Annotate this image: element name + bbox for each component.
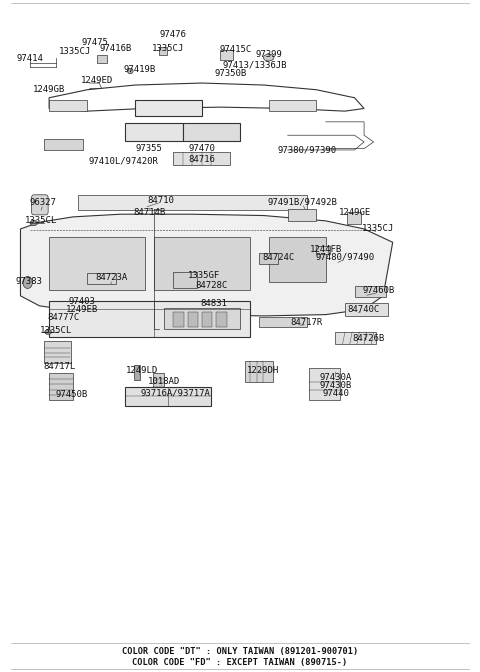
Text: 97414: 97414 bbox=[17, 54, 44, 62]
Bar bbox=[153, 374, 164, 390]
Bar bbox=[173, 271, 197, 288]
Text: 97450B: 97450B bbox=[56, 390, 88, 399]
Text: 1249EB: 1249EB bbox=[65, 304, 98, 314]
Text: 84726B: 84726B bbox=[353, 334, 385, 343]
Text: 97350B: 97350B bbox=[215, 69, 247, 78]
Text: 97430B: 97430B bbox=[319, 381, 351, 390]
Text: 84777C: 84777C bbox=[48, 312, 80, 322]
Bar bbox=[259, 253, 278, 263]
Bar bbox=[347, 212, 361, 224]
Bar bbox=[202, 312, 212, 327]
Text: 97460B: 97460B bbox=[362, 286, 395, 295]
Text: 1249LD: 1249LD bbox=[126, 366, 158, 375]
Polygon shape bbox=[49, 301, 250, 337]
Text: 93716A/93717A: 93716A/93717A bbox=[141, 388, 211, 397]
Text: 1335CL: 1335CL bbox=[40, 326, 72, 335]
Ellipse shape bbox=[127, 69, 133, 74]
Text: 1244FB: 1244FB bbox=[310, 245, 342, 253]
Text: 1249GE: 1249GE bbox=[338, 208, 371, 216]
Bar bbox=[78, 196, 307, 210]
Text: 96327: 96327 bbox=[29, 198, 56, 207]
Bar bbox=[173, 312, 184, 327]
Polygon shape bbox=[21, 214, 393, 316]
Text: 97440: 97440 bbox=[322, 389, 349, 398]
Bar bbox=[220, 50, 233, 60]
Text: 1249ED: 1249ED bbox=[81, 76, 113, 85]
Bar bbox=[159, 47, 168, 55]
Text: 84740C: 84740C bbox=[347, 304, 379, 314]
Text: 84831: 84831 bbox=[200, 300, 227, 308]
Text: 97403: 97403 bbox=[68, 297, 95, 306]
Text: 97430A: 97430A bbox=[319, 373, 351, 382]
Text: 97355: 97355 bbox=[136, 144, 163, 153]
Bar bbox=[288, 209, 316, 221]
Polygon shape bbox=[49, 100, 87, 111]
Text: 97419B: 97419B bbox=[124, 65, 156, 74]
Ellipse shape bbox=[30, 220, 37, 226]
Text: 97416B: 97416B bbox=[100, 44, 132, 52]
Bar bbox=[44, 139, 83, 150]
Text: 84723A: 84723A bbox=[95, 273, 127, 282]
Text: 1018AD: 1018AD bbox=[147, 377, 180, 386]
Bar bbox=[216, 312, 227, 327]
Bar bbox=[49, 373, 73, 400]
Text: 1335GF: 1335GF bbox=[188, 271, 220, 280]
Bar bbox=[309, 368, 340, 401]
Polygon shape bbox=[125, 123, 183, 140]
Text: 84717L: 84717L bbox=[44, 362, 76, 372]
Text: 84728C: 84728C bbox=[195, 282, 228, 290]
Text: 97476: 97476 bbox=[160, 30, 187, 40]
Bar bbox=[44, 341, 71, 363]
Polygon shape bbox=[154, 237, 250, 290]
Bar bbox=[125, 387, 211, 406]
Polygon shape bbox=[49, 237, 144, 290]
Polygon shape bbox=[269, 237, 326, 282]
Text: 84716: 84716 bbox=[188, 155, 215, 164]
Ellipse shape bbox=[264, 54, 274, 61]
Ellipse shape bbox=[23, 276, 33, 288]
Text: 1335CJ: 1335CJ bbox=[59, 47, 92, 56]
Bar bbox=[336, 332, 376, 344]
Bar bbox=[245, 362, 274, 382]
Text: 1335CL: 1335CL bbox=[25, 216, 57, 225]
Text: COLOR CODE "FD" : EXCEPT TAIWAN (890715-): COLOR CODE "FD" : EXCEPT TAIWAN (890715-… bbox=[132, 658, 348, 667]
Text: 84710: 84710 bbox=[148, 196, 175, 206]
Bar bbox=[355, 286, 385, 297]
Polygon shape bbox=[269, 100, 316, 111]
Bar bbox=[87, 273, 116, 284]
Text: 84714B: 84714B bbox=[133, 208, 166, 216]
Text: 97475: 97475 bbox=[81, 38, 108, 48]
Text: 97413/1336JB: 97413/1336JB bbox=[222, 60, 287, 69]
FancyBboxPatch shape bbox=[32, 195, 48, 215]
Text: 97410L/97420R: 97410L/97420R bbox=[88, 156, 158, 165]
Text: 97470: 97470 bbox=[188, 144, 215, 153]
Text: 97380/97390: 97380/97390 bbox=[277, 145, 336, 155]
Text: 97399: 97399 bbox=[255, 50, 282, 59]
Text: 1335CJ: 1335CJ bbox=[152, 44, 184, 52]
Text: 1335CJ: 1335CJ bbox=[362, 224, 395, 233]
Bar bbox=[345, 302, 388, 316]
Text: 1229DH: 1229DH bbox=[247, 366, 279, 375]
Bar bbox=[188, 312, 198, 327]
Polygon shape bbox=[135, 100, 202, 116]
Bar bbox=[97, 55, 108, 63]
Bar bbox=[316, 247, 330, 255]
Ellipse shape bbox=[45, 330, 51, 335]
Bar bbox=[173, 152, 230, 165]
Bar bbox=[134, 366, 140, 380]
Bar bbox=[164, 308, 240, 329]
Text: COLOR CODE "DT" : ONLY TAIWAN (891201-900701): COLOR CODE "DT" : ONLY TAIWAN (891201-90… bbox=[122, 647, 358, 657]
Text: 84724C: 84724C bbox=[262, 253, 294, 261]
Text: 84717R: 84717R bbox=[291, 318, 323, 327]
Polygon shape bbox=[183, 123, 240, 140]
Text: 97480/97490: 97480/97490 bbox=[315, 253, 374, 261]
Text: 97383: 97383 bbox=[16, 277, 43, 286]
Bar bbox=[259, 317, 307, 327]
Text: 1249GB: 1249GB bbox=[33, 85, 65, 94]
Text: 97415C: 97415C bbox=[219, 45, 252, 54]
Text: 97491B/97492B: 97491B/97492B bbox=[267, 198, 337, 207]
